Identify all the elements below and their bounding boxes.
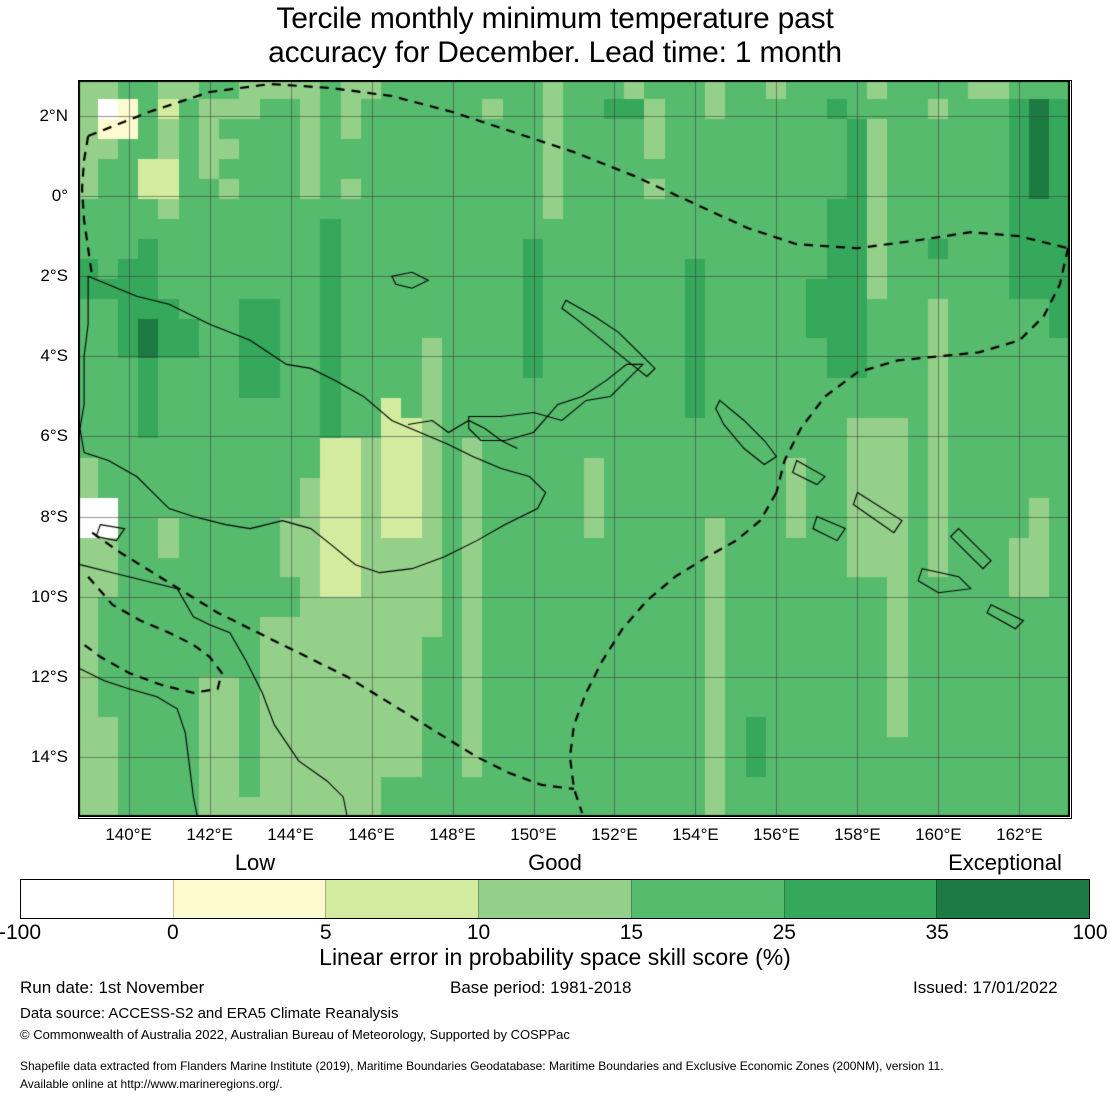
base-period: Base period: 1981-2018 — [450, 978, 632, 997]
lon-tick-label: 160°E — [915, 825, 962, 844]
lat-tick-label: 0° — [51, 186, 68, 206]
lon-tick-label: 154°E — [672, 825, 719, 844]
lon-tick-label: 152°E — [591, 825, 638, 844]
colorbar-category-exceptional: Exceptional — [948, 850, 1062, 875]
lon-tick-label: 142°E — [186, 825, 233, 844]
lon-tick-label: 156°E — [753, 825, 800, 844]
colorbar-tick-label: 0 — [167, 921, 179, 944]
lon-tick-label: 144°E — [267, 825, 314, 844]
colorbar-segment[interactable] — [630, 880, 784, 918]
lat-tick-label: 2°S — [40, 266, 68, 286]
colorbar-segment[interactable] — [325, 880, 479, 918]
colorbar-tick-label: 10 — [466, 921, 491, 944]
colorbar-axis-label: Linear error in probability space skill … — [319, 944, 791, 970]
colorbar-segment[interactable] — [478, 880, 631, 918]
shapefile-credit-line-2: Available online at http://www.marinereg… — [20, 1077, 283, 1091]
page-title: Tercile monthly minimum temperature past… — [268, 2, 842, 69]
shapefile-credit-line-1: Shapefile data extracted from Flanders M… — [20, 1059, 944, 1073]
colorbar-tick-label: 15 — [619, 921, 644, 944]
map-plot-area[interactable] — [78, 80, 1070, 817]
lat-tick-label: 10°S — [30, 586, 68, 606]
lat-tick-label: 14°S — [30, 746, 68, 766]
colorbar-category-low: Low — [234, 850, 276, 875]
lon-tick-label: 140°E — [105, 825, 152, 844]
data-source: Data source: ACCESS-S2 and ERA5 Climate … — [20, 1005, 399, 1022]
lat-tick-label: 6°S — [40, 426, 68, 446]
lat-tick-label: 12°S — [30, 666, 68, 686]
colorbar-category-good: Good — [528, 850, 582, 875]
colorbar[interactable] — [20, 879, 1090, 919]
colorbar-tick-label: 35 — [925, 921, 949, 944]
lon-tick-label: 146°E — [348, 825, 395, 844]
lat-tick-label: 8°S — [40, 506, 68, 526]
lat-tick-label: 4°S — [40, 346, 68, 366]
colorbar-tick-label: -100 — [0, 921, 42, 944]
colorbar-tick-label: 25 — [772, 921, 796, 944]
lon-tick-label: 158°E — [834, 825, 881, 844]
lon-tick-label: 162°E — [996, 825, 1043, 844]
run-date: Run date: 1st November — [20, 978, 205, 997]
skill-score-heatmap[interactable] — [78, 80, 1070, 817]
lat-tick-label: 2°N — [39, 106, 68, 126]
issued-date: Issued: 17/01/2022 — [913, 978, 1058, 997]
lon-tick-label: 148°E — [429, 825, 476, 844]
lon-tick-label: 150°E — [510, 825, 557, 844]
colorbar-tick-label: 5 — [319, 921, 332, 944]
colorbar-tick-label: 100 — [1072, 921, 1108, 944]
colorbar-segment[interactable] — [172, 880, 326, 918]
copyright: © Commonwealth of Australia 2022, Austra… — [20, 1027, 570, 1042]
colorbar-segment[interactable] — [21, 880, 173, 918]
colorbar-segment[interactable] — [783, 880, 937, 918]
colorbar-segment[interactable] — [936, 880, 1090, 918]
